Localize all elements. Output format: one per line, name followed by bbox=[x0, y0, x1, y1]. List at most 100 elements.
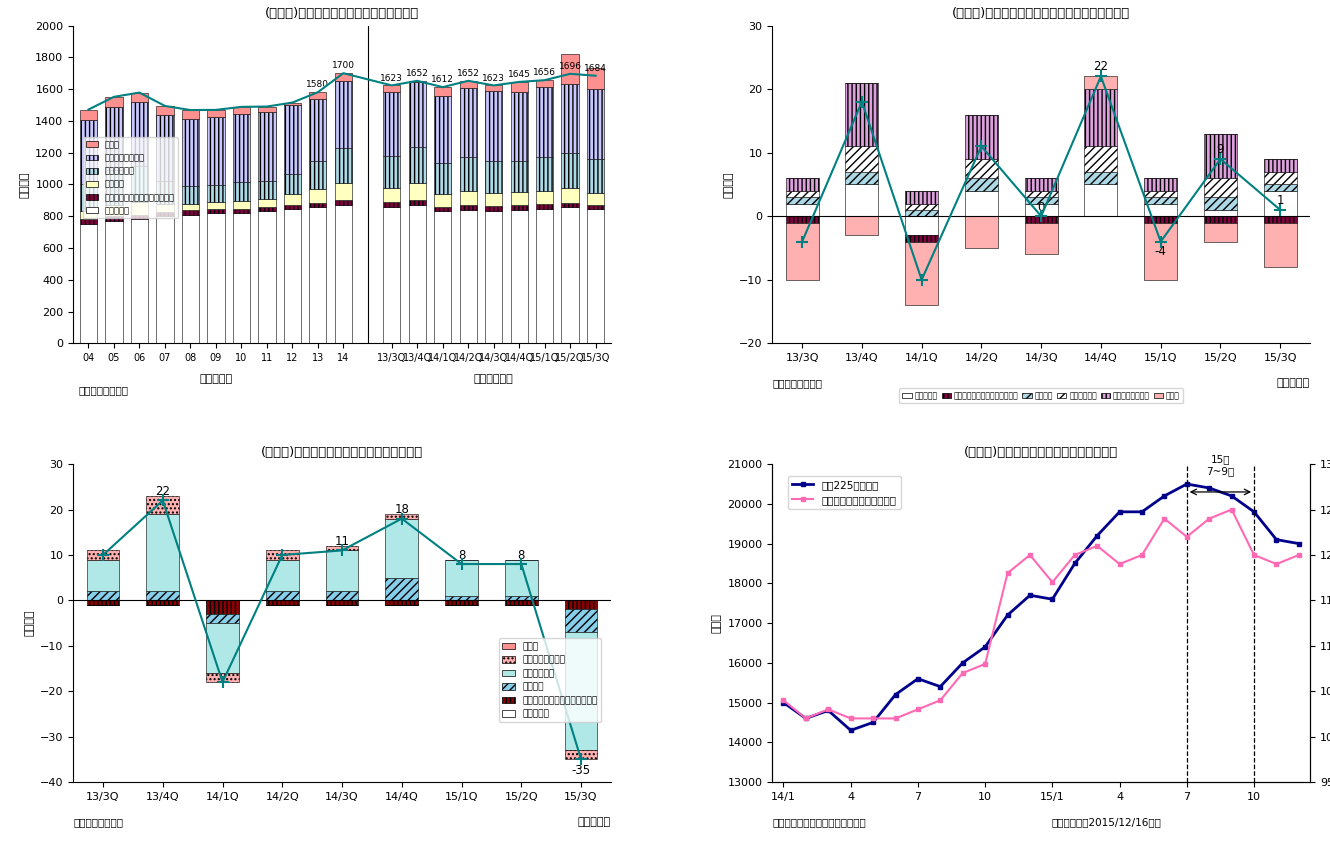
Bar bbox=[408, 205, 426, 343]
Bar bbox=[565, 632, 597, 751]
Text: 1700: 1700 bbox=[331, 61, 355, 71]
Bar bbox=[206, 600, 239, 614]
Bar bbox=[536, 80, 553, 88]
Text: （四半期）: （四半期） bbox=[577, 817, 610, 827]
Bar bbox=[1144, 197, 1177, 203]
Bar bbox=[383, 93, 400, 156]
Bar bbox=[258, 181, 275, 199]
Legend: 日経225平均株価, ドル円レート（右メモリ）: 日経225平均株価, ドル円レート（右メモリ） bbox=[789, 476, 900, 509]
日経225平均株価 bbox=[1112, 507, 1128, 517]
Bar bbox=[511, 161, 528, 191]
Bar bbox=[906, 241, 938, 305]
Text: （注）直近は2015/12/16時点: （注）直近は2015/12/16時点 bbox=[1052, 817, 1162, 827]
日経225平均株価 bbox=[1201, 483, 1217, 493]
Bar bbox=[233, 183, 250, 201]
Legend: その他, 保険・年金準備金, 株式・出資金, 投資信託, 株式・出資金・投信以外の証券, 現金・預金: その他, 保険・年金準備金, 株式・出資金, 投資信託, 株式・出資金・投信以外… bbox=[499, 638, 601, 722]
日経225平均株価 bbox=[798, 713, 814, 723]
Bar bbox=[130, 93, 148, 102]
Text: （四半期）: （四半期） bbox=[1277, 378, 1310, 388]
Bar bbox=[434, 163, 451, 194]
Bar bbox=[207, 110, 225, 117]
Y-axis label: （円）: （円） bbox=[712, 613, 722, 633]
Bar bbox=[536, 190, 553, 204]
Bar bbox=[505, 559, 537, 596]
Bar bbox=[86, 592, 120, 600]
Text: 15年
7~9月: 15年 7~9月 bbox=[1206, 455, 1234, 476]
Bar bbox=[1264, 223, 1297, 267]
日経225平均株価 bbox=[1044, 594, 1060, 604]
Bar bbox=[156, 212, 174, 216]
ドル円レート（右メモリ） bbox=[843, 713, 859, 723]
Bar bbox=[1084, 184, 1117, 216]
Bar bbox=[283, 195, 301, 205]
Bar bbox=[1204, 197, 1237, 210]
Bar bbox=[1264, 190, 1297, 216]
Bar bbox=[335, 205, 352, 343]
Bar bbox=[1264, 216, 1297, 223]
Bar bbox=[1084, 146, 1117, 172]
Bar bbox=[383, 202, 400, 207]
ドル円レート（右メモリ） bbox=[887, 713, 903, 723]
Bar bbox=[80, 224, 97, 343]
Text: 1623: 1623 bbox=[483, 74, 505, 82]
Bar bbox=[1264, 159, 1297, 172]
Bar bbox=[434, 207, 451, 212]
Bar bbox=[460, 156, 477, 190]
日経225平均株価 bbox=[1021, 590, 1037, 600]
Bar bbox=[536, 88, 553, 156]
日経225平均株価 bbox=[1246, 507, 1262, 517]
Bar bbox=[408, 82, 426, 147]
Bar bbox=[565, 600, 597, 609]
ドル円レート（右メモリ） bbox=[1269, 559, 1285, 570]
Bar bbox=[182, 185, 200, 204]
Bar bbox=[786, 216, 818, 223]
Bar bbox=[182, 110, 200, 119]
Bar bbox=[565, 751, 597, 759]
ドル円レート（右メモリ） bbox=[1000, 568, 1016, 578]
ドル円レート（右メモリ） bbox=[955, 668, 971, 678]
Bar bbox=[207, 208, 225, 213]
Bar bbox=[383, 85, 400, 93]
Bar bbox=[105, 205, 122, 216]
Bar bbox=[587, 209, 604, 343]
Bar bbox=[846, 172, 878, 184]
日経225平均株価 bbox=[821, 706, 837, 716]
Bar bbox=[408, 183, 426, 200]
Bar bbox=[233, 208, 250, 213]
Bar bbox=[565, 609, 597, 632]
Bar bbox=[207, 213, 225, 343]
Text: 8: 8 bbox=[458, 549, 466, 562]
Bar bbox=[386, 518, 418, 578]
Bar bbox=[434, 96, 451, 163]
Text: 8: 8 bbox=[517, 549, 525, 562]
Bar bbox=[1024, 203, 1057, 216]
Text: 1652: 1652 bbox=[456, 69, 480, 78]
Bar bbox=[587, 193, 604, 205]
Bar bbox=[846, 184, 878, 216]
Bar bbox=[206, 673, 239, 682]
日経225平均株価 bbox=[910, 673, 926, 683]
Bar bbox=[587, 68, 604, 89]
Bar bbox=[446, 559, 477, 596]
Bar bbox=[966, 159, 998, 178]
Bar bbox=[266, 551, 299, 559]
Bar bbox=[156, 181, 174, 204]
Bar bbox=[207, 117, 225, 184]
Bar bbox=[258, 106, 275, 112]
Bar bbox=[182, 119, 200, 185]
日経225平均株価 bbox=[1067, 558, 1083, 569]
Bar bbox=[460, 190, 477, 205]
Bar bbox=[105, 221, 122, 343]
Bar bbox=[309, 93, 326, 99]
Bar bbox=[80, 184, 97, 211]
Bar bbox=[485, 85, 503, 92]
ドル円レート（右メモリ） bbox=[978, 659, 994, 669]
Text: 22: 22 bbox=[156, 485, 170, 498]
Bar bbox=[561, 207, 579, 343]
日経225平均株価 bbox=[1224, 490, 1240, 501]
Bar bbox=[1264, 172, 1297, 184]
Bar bbox=[1204, 210, 1237, 216]
日経225平均株価 bbox=[1178, 479, 1194, 489]
Text: 1696: 1696 bbox=[559, 62, 581, 71]
日経225平均株価 bbox=[932, 682, 948, 692]
